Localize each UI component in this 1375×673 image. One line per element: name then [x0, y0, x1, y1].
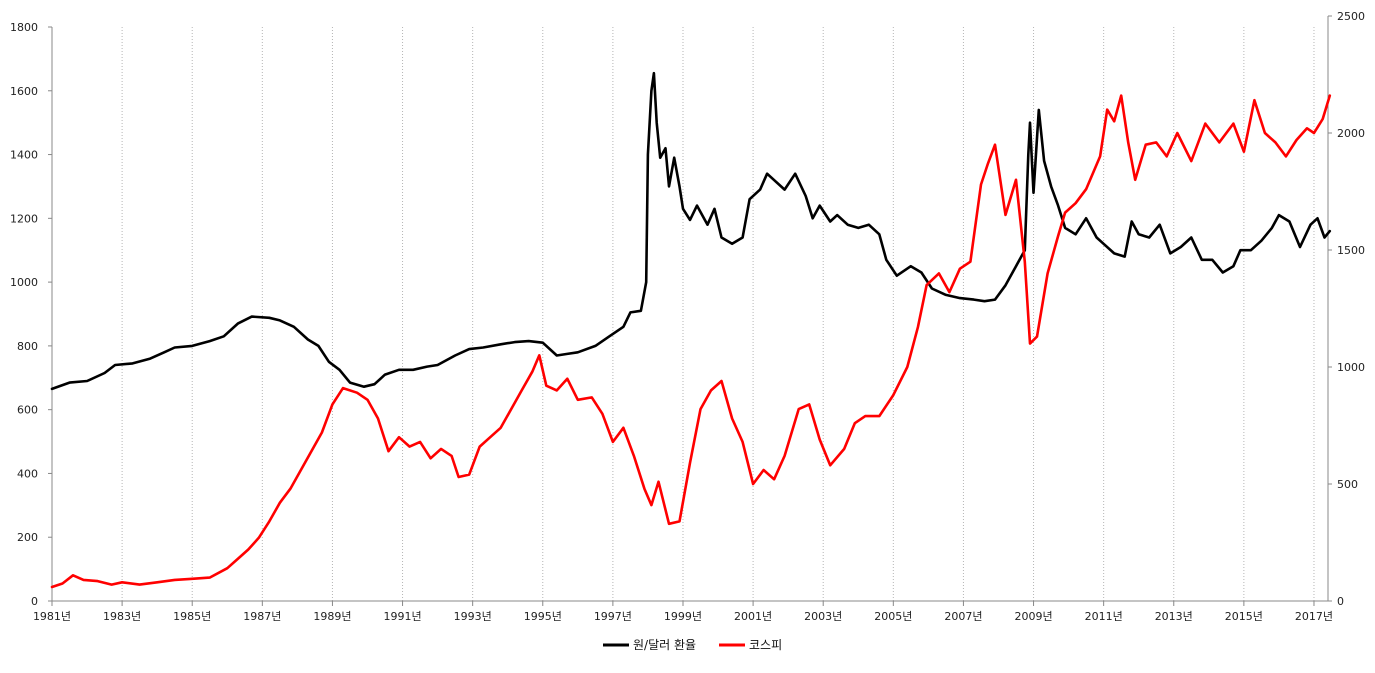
left-y-tick-label: 0 — [31, 595, 38, 608]
x-tick-label: 2015년 — [1225, 610, 1263, 623]
x-tick-label: 2003년 — [804, 610, 842, 623]
right-y-tick-label: 500 — [1337, 478, 1358, 491]
x-tick-label: 1989년 — [313, 610, 351, 623]
left-y-tick-label: 600 — [17, 404, 38, 417]
x-tick-label: 1997년 — [594, 610, 632, 623]
x-tick-label: 2005년 — [874, 610, 912, 623]
grid-lines — [121, 27, 1315, 601]
x-tick-label: 1995년 — [524, 610, 562, 623]
x-tick-label: 1999년 — [664, 610, 702, 623]
x-tick-label: 2001년 — [734, 610, 772, 623]
right-y-tick-label: 2500 — [1337, 10, 1365, 23]
x-tick-label: 2017년 — [1295, 610, 1333, 623]
x-tick-label: 1987년 — [243, 610, 281, 623]
right-y-axis-ticks: 0 500 1000 1500 2000 2500 — [1328, 10, 1365, 608]
right-y-tick-label: 1500 — [1337, 244, 1365, 257]
x-tick-label: 2013년 — [1155, 610, 1193, 623]
left-y-axis-ticks: 0 200 400 600 800 1000 1200 1400 1600 1800 — [10, 21, 52, 608]
legend-label-1: 원/달러 환율 — [633, 638, 696, 652]
x-tick-label: 1985년 — [173, 610, 211, 623]
right-y-tick-label: 1000 — [1337, 361, 1365, 374]
series-line-1 — [50, 71, 1332, 391]
legend: 원/달러 환율 코스피 — [603, 638, 782, 652]
left-y-tick-label: 800 — [17, 340, 38, 353]
left-y-tick-label: 1000 — [10, 276, 38, 289]
left-y-tick-label: 200 — [17, 531, 38, 544]
x-tick-label: 1983년 — [103, 610, 141, 623]
left-y-tick-label: 1600 — [10, 85, 38, 98]
left-y-tick-label: 1200 — [10, 212, 38, 225]
left-y-tick-label: 400 — [17, 467, 38, 480]
axes — [51, 16, 1329, 602]
right-y-tick-label: 2000 — [1337, 127, 1365, 140]
right-y-tick-label: 0 — [1337, 595, 1344, 608]
x-tick-label: 2007년 — [944, 610, 982, 623]
left-y-tick-label: 1400 — [10, 149, 38, 162]
left-y-tick-label: 1800 — [10, 21, 38, 34]
legend-label-2: 코스피 — [749, 638, 782, 652]
x-tick-label: 2011년 — [1085, 610, 1123, 623]
x-tick-label: 1991년 — [383, 610, 421, 623]
x-tick-label: 1993년 — [454, 610, 492, 623]
series-line-2 — [50, 94, 1332, 589]
x-tick-label: 2009년 — [1014, 610, 1052, 623]
series-lines — [50, 71, 1332, 589]
x-tick-label: 1981년 — [33, 610, 71, 623]
x-axis-ticks: 1981년 1983년 1985년 1987년 1989년 1991년 1993년 1995년… — [33, 601, 1333, 623]
